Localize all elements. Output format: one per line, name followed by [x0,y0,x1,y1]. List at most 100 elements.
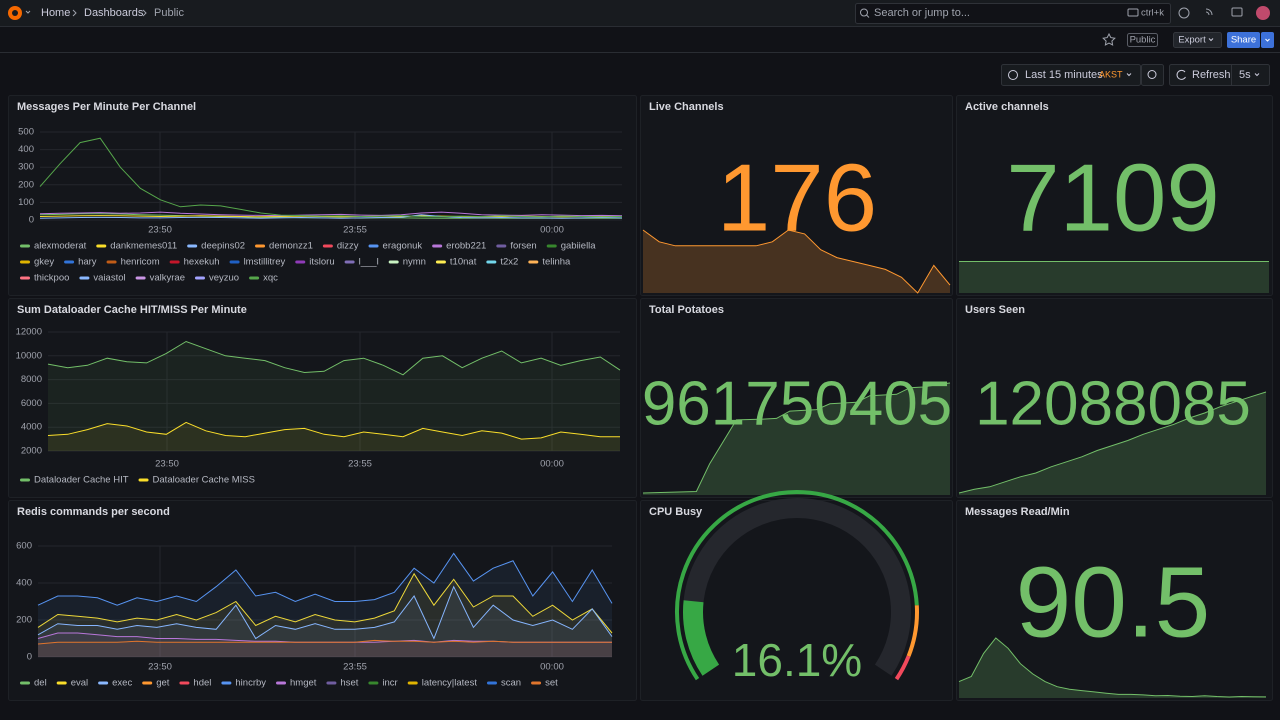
legend-swatch [295,260,306,264]
legend-label: scan [501,678,521,689]
legend-swatch [344,260,355,264]
panel [8,500,637,701]
x-tick-label: 23:50 [148,225,172,236]
clock-icon [1008,70,1018,80]
timezone: AKST [1099,69,1123,79]
sparkline [642,382,951,494]
panel [956,500,1273,701]
y-tick-label: 4000 [21,422,42,433]
export-button[interactable] [1173,32,1222,48]
y-tick-label: 8000 [21,374,42,385]
y-tick-label: 100 [18,197,34,208]
panel [8,298,637,498]
x-tick-label: 23:50 [148,662,172,673]
series-line [39,137,623,218]
logo-caret [25,10,31,14]
legend-label: eval [71,678,88,689]
gauge-value [683,600,720,676]
legend-label: valkyrae [150,273,185,284]
x-tick-label: 00:00 [540,459,564,470]
share-caret [1265,38,1270,42]
user-avatar[interactable] [1256,6,1270,20]
panel-title: Total Potatoes [649,304,724,316]
stat-value: 7109 [1006,144,1220,251]
breadcrumb-dashboards[interactable]: Dashboards [84,7,144,19]
legend-label: hmget [290,678,317,689]
series-area [48,341,620,451]
legend-swatch [142,681,153,685]
legend-swatch [407,681,418,685]
sparkline-area [643,230,950,293]
legend-label: hincrby [235,678,266,689]
legend-swatch [388,260,399,264]
legend-swatch [322,244,333,248]
series-line [39,214,623,219]
breadcrumb-separator [72,9,77,17]
sparkline [642,229,951,294]
panel-title: Users Seen [965,304,1025,316]
legend-swatch [98,681,109,685]
legend-swatch [56,681,67,685]
share-menu-button[interactable] [1261,32,1274,48]
refresh-picker[interactable] [1169,64,1270,86]
keyboard-icon [1127,8,1139,17]
stat-value: 12088085 [975,369,1251,438]
y-tick-label: 6000 [21,398,42,409]
panel-title: Active channels [965,101,1049,113]
panel-title: CPU Busy [649,506,703,518]
legend-label: eragonuk [383,241,423,252]
public-badge [1127,33,1158,47]
time-picker[interactable] [1001,64,1141,86]
help-icon[interactable] [1178,7,1190,19]
legend-label: Dataloader Cache HIT [34,475,129,486]
legend-swatch [368,681,379,685]
legend-swatch [546,244,557,248]
y-tick-label: 600 [16,541,32,552]
legend-label: hdel [193,678,211,689]
series-line [37,572,613,634]
legend-label: dankmemes011 [110,241,177,252]
legend-swatch [255,244,266,248]
zoom-out-button[interactable] [1141,64,1164,86]
news-icon[interactable] [1205,8,1213,16]
public-badge-label: Public [1130,35,1156,46]
y-tick-label: 400 [16,578,32,589]
x-tick-label: 00:00 [540,225,564,236]
time-range: Last 15 minutes [1025,69,1103,81]
legend-label: t10nat [450,257,477,268]
legend-swatch [326,681,337,685]
legend-swatch [486,260,497,264]
legend-swatch [20,244,30,248]
kiosk-icon[interactable] [1231,7,1243,17]
stat-value: 961750405 [642,369,952,438]
legend-label: thickpoo [34,273,69,284]
zoom-icon [1147,70,1157,79]
search-icon-handle [866,14,870,18]
legend-swatch [435,260,446,264]
panel-title: Live Channels [649,101,724,113]
legend-swatch [20,478,30,482]
x-tick-label: 23:55 [348,459,372,470]
share-label: Share [1231,35,1256,46]
x-tick-label: 00:00 [540,662,564,673]
export-caret [1208,38,1214,42]
share-button[interactable] [1227,32,1260,48]
panel [640,298,953,498]
sparkline [958,391,1267,494]
legend-label: del [34,678,47,689]
export-label: Export [1178,35,1206,46]
x-tick-label: 23:55 [343,225,367,236]
search-box[interactable] [855,3,1171,24]
breadcrumb-home[interactable]: Home [41,7,70,19]
grafana-logo-inner [12,10,18,16]
star-icon[interactable] [1102,32,1116,46]
gauge-threshold [906,605,919,657]
panel [956,95,1273,296]
legend-label: get [156,678,170,689]
legend-label: lmstillitrey [244,257,286,268]
gauge-value-label: 16.1% [732,634,862,686]
legend-label: t2x2 [500,257,518,268]
legend-label: nymn [403,257,426,268]
legend-label: xqc [263,273,278,284]
legend-swatch [79,276,90,280]
